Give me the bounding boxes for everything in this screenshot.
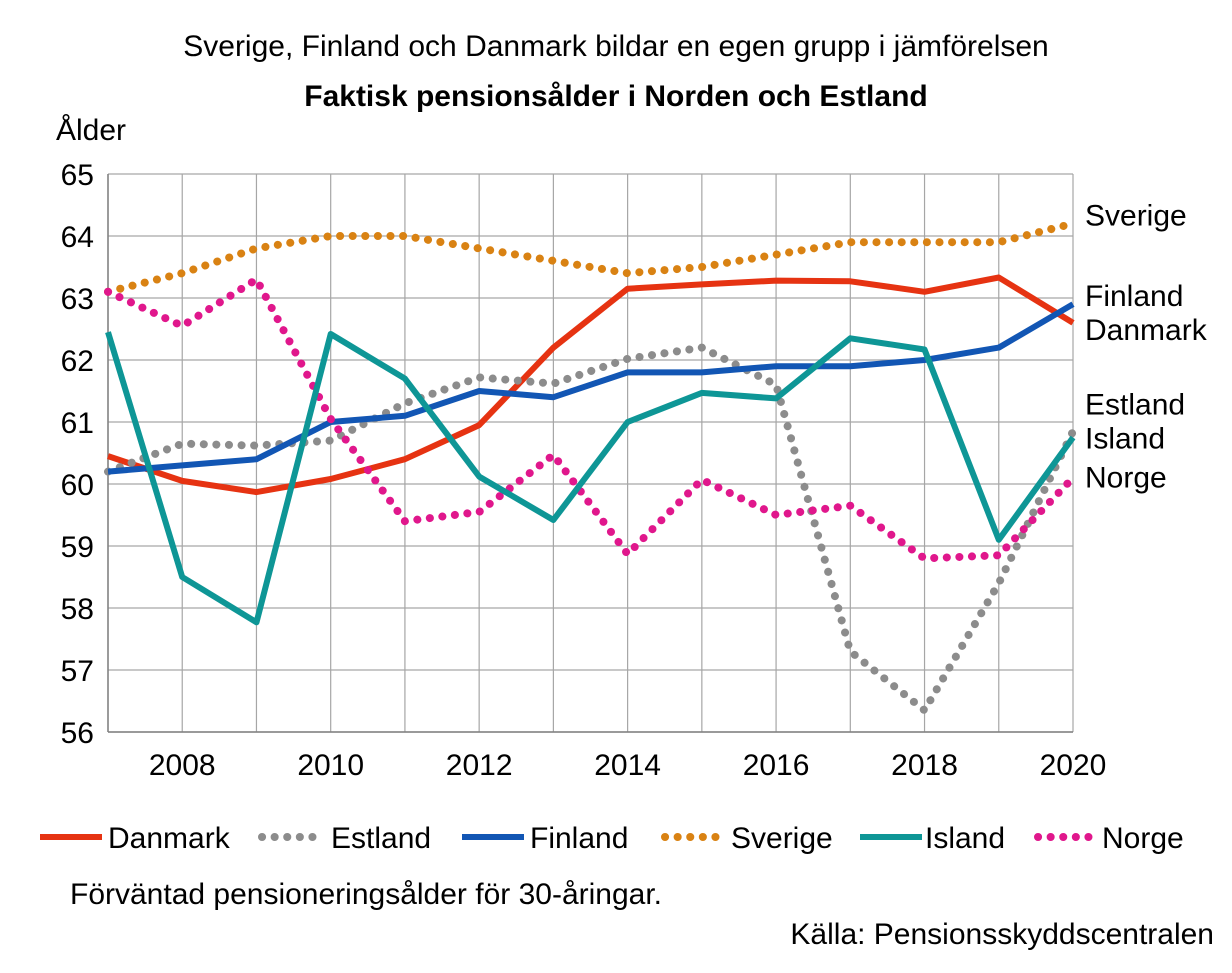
- legend-label-danmark: Danmark: [108, 822, 231, 855]
- x-tick-label: 2020: [1040, 749, 1107, 782]
- legend-label-finland: Finland: [530, 822, 628, 855]
- y-tick-label: 61: [61, 407, 94, 440]
- y-tick-label: 59: [61, 531, 94, 564]
- y-tick-label: 63: [61, 283, 94, 316]
- x-tick-label: 2014: [594, 749, 661, 782]
- legend-label-estland: Estland: [331, 822, 431, 855]
- y-tick-label: 62: [61, 345, 94, 378]
- end-label-sverige: Sverige: [1085, 199, 1187, 232]
- legend-label-island: Island: [925, 822, 1005, 855]
- x-tick-label: 2012: [446, 749, 513, 782]
- end-label-island: Island: [1085, 423, 1165, 456]
- y-tick-label: 65: [61, 159, 94, 192]
- x-tick-label: 2010: [297, 749, 364, 782]
- legend: Danmark Estland Finland Sverige Island Norge: [40, 822, 1184, 855]
- x-tick-labels: 2008 2010 2012 2014 2016 2018 2020: [149, 749, 1107, 782]
- y-tick-label: 58: [61, 593, 94, 626]
- series-line-island: [105, 331, 1076, 626]
- source-note: Källa: Pensionsskyddscentralen: [790, 918, 1214, 951]
- chart-subtitle: Sverige, Finland och Danmark bildar en e…: [183, 30, 1049, 63]
- y-tick-label: 60: [61, 469, 94, 502]
- series-line-norge: [104, 275, 1077, 563]
- legend-label-norge: Norge: [1102, 822, 1184, 855]
- end-label-finland: Finland: [1085, 280, 1183, 313]
- series-line-estland: [104, 343, 1077, 715]
- end-label-estland: Estland: [1085, 388, 1185, 421]
- footnote: Förväntad pensioneringsålder för 30-årin…: [70, 878, 663, 911]
- x-tick-label: 2018: [891, 749, 958, 782]
- y-tick-label: 56: [61, 717, 94, 750]
- series-line-danmark: [107, 274, 1075, 496]
- end-label-danmark: Danmark: [1085, 314, 1208, 347]
- series-line-sverige: [104, 219, 1077, 296]
- series-line-finland: [107, 301, 1075, 475]
- y-tick-label: 64: [61, 221, 94, 254]
- series-lines: [104, 219, 1077, 715]
- x-tick-label: 2016: [743, 749, 810, 782]
- x-tick-label: 2008: [149, 749, 216, 782]
- y-tick-label: 57: [61, 655, 94, 688]
- y-tick-labels: 56 57 58 59 60 61 62 63 64 65: [61, 159, 94, 750]
- end-label-norge: Norge: [1085, 462, 1167, 495]
- legend-label-sverige: Sverige: [731, 822, 833, 855]
- y-axis-label: Ålder: [56, 114, 127, 147]
- grid-lines: [107, 173, 1074, 733]
- chart-title: Faktisk pensionsålder i Norden och Estla…: [304, 80, 928, 113]
- axes: [107, 174, 1073, 733]
